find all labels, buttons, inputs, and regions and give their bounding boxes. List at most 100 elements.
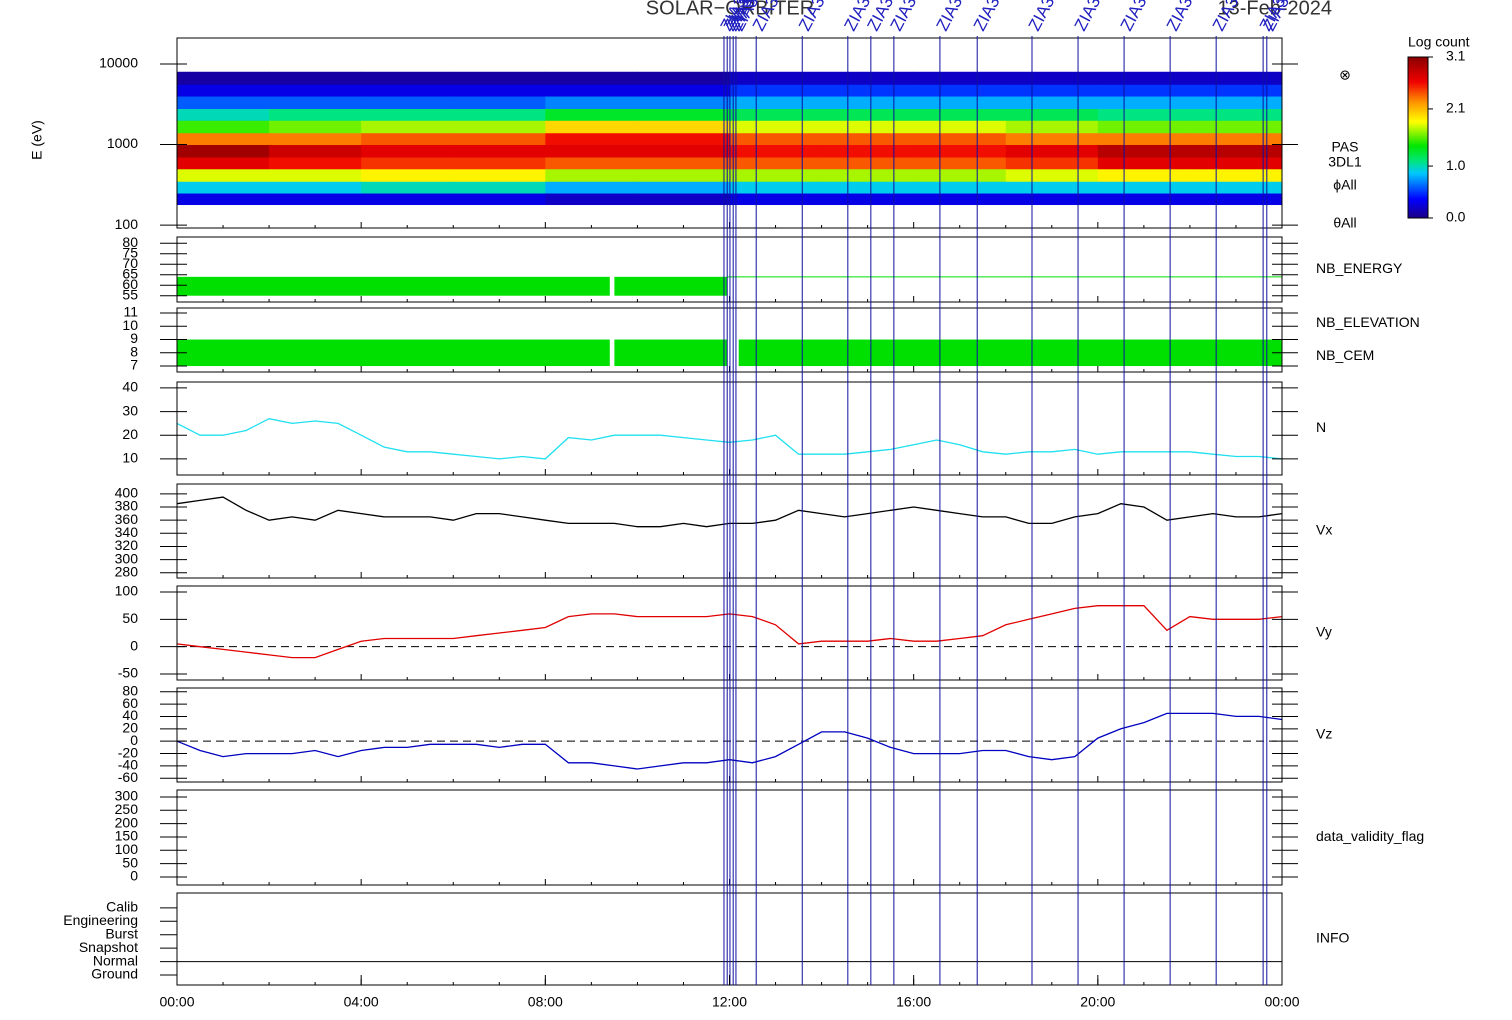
heatmap-cell xyxy=(269,120,362,134)
heatmap-cell xyxy=(177,181,270,194)
state-level-label: Calib xyxy=(106,899,138,915)
colorbar-swatch xyxy=(1408,77,1428,80)
colorbar-swatch xyxy=(1408,181,1428,185)
heatmap-cell xyxy=(545,193,638,206)
y-tick-label: 9 xyxy=(130,330,138,346)
y-tick-label: 1000 xyxy=(107,135,138,151)
heatmap-cell xyxy=(913,120,1007,134)
heatmap-cell xyxy=(729,181,823,194)
heatmap-cell xyxy=(1097,193,1191,206)
heatmap-cell xyxy=(1189,181,1283,194)
colorbar-swatch xyxy=(1408,199,1428,203)
y-tick-label: 280 xyxy=(115,563,139,579)
heatmap-cell xyxy=(177,168,270,182)
colorbar-swatch xyxy=(1408,175,1428,179)
y-tick-label: 340 xyxy=(115,524,139,540)
heatmap-cell xyxy=(1005,144,1099,158)
y-tick-label: 7 xyxy=(130,357,138,373)
colorbar-tick-label: 2.1 xyxy=(1446,100,1466,116)
heatmap-cell xyxy=(729,71,823,85)
panel-label: 3DL1 xyxy=(1328,154,1362,170)
heatmap-cell xyxy=(1189,96,1283,109)
colorbar-frame xyxy=(1407,56,1429,219)
band-segment xyxy=(614,339,728,367)
y-tick-label: 0 xyxy=(130,637,138,653)
colorbar-swatch xyxy=(1408,147,1428,151)
heatmap-cell xyxy=(637,96,730,109)
colorbar-tick-label: 3.1 xyxy=(1446,48,1466,64)
heatmap-cell xyxy=(821,156,915,170)
heatmap-cell xyxy=(361,193,454,206)
heatmap-cell xyxy=(453,181,546,194)
colorbar-swatch xyxy=(1408,89,1428,92)
y-tick-label: 20 xyxy=(122,720,138,736)
colorbar-swatch xyxy=(1408,145,1428,149)
state-level-label: Snapshot xyxy=(79,939,138,955)
heatmap-cell xyxy=(821,84,915,97)
heatmap-cell xyxy=(361,108,454,121)
colorbar-swatch xyxy=(1408,187,1428,191)
colorbar-tick-label: 0.0 xyxy=(1446,209,1466,225)
colorbar-swatch xyxy=(1408,169,1428,173)
heatmap-cell xyxy=(453,168,546,182)
panel-label: NB_ENERGY xyxy=(1316,260,1403,276)
heatmap-cell xyxy=(361,71,454,85)
heatmap-cell xyxy=(361,156,454,170)
panel-label: PAS xyxy=(1332,139,1359,155)
x-tick-label: 16:00 xyxy=(896,994,931,1010)
heatmap-cell xyxy=(1005,84,1099,97)
colorbar-swatch xyxy=(1408,131,1428,134)
y-tick-label: 60 xyxy=(122,695,138,711)
colorbar-swatch xyxy=(1408,203,1428,207)
x-tick-label: 00:00 xyxy=(159,994,194,1010)
heatmap-cell xyxy=(1005,108,1099,121)
y-tick-label: 400 xyxy=(115,485,139,501)
heatmap-cell xyxy=(729,96,823,109)
y-tick-label: 300 xyxy=(115,550,139,566)
y-tick-label: 300 xyxy=(115,788,139,804)
heatmap-cell xyxy=(453,84,546,97)
heatmap-cell xyxy=(1189,108,1283,121)
colorbar-swatch xyxy=(1408,123,1428,126)
y-tick-label: 50 xyxy=(122,610,138,626)
colorbar-swatch xyxy=(1408,79,1428,82)
colorbar-swatch xyxy=(1408,197,1428,201)
heatmap-cell xyxy=(913,193,1007,206)
panel-label: ⊗ xyxy=(1339,67,1351,83)
colorbar-swatch xyxy=(1408,115,1428,118)
y-tick-label: 10 xyxy=(122,317,138,333)
heatmap-cell xyxy=(177,144,270,158)
heatmap-cell xyxy=(637,168,730,182)
heatmap-cell xyxy=(1189,144,1283,158)
heatmap-cell xyxy=(361,168,454,182)
series-label: Vz xyxy=(1316,726,1332,742)
colorbar-swatch xyxy=(1408,101,1428,104)
band-segment xyxy=(738,339,1282,367)
colorbar-swatch xyxy=(1408,159,1428,163)
band-segment xyxy=(177,276,610,296)
heatmap-cell xyxy=(1005,71,1099,85)
series-label: Vx xyxy=(1316,522,1332,538)
colorbar-swatch xyxy=(1408,173,1428,177)
y-tick-label: -60 xyxy=(118,769,138,785)
colorbar-tick-label: 1.0 xyxy=(1446,157,1466,173)
heatmap-cell xyxy=(177,120,270,134)
band-segment xyxy=(614,276,728,296)
heatmap-cell xyxy=(453,120,546,134)
colorbar-swatch xyxy=(1408,129,1428,132)
heatmap-cell xyxy=(637,71,730,85)
colorbar-swatch xyxy=(1408,97,1428,100)
heatmap-cell xyxy=(637,132,730,146)
heatmap-cell xyxy=(1097,96,1191,109)
colorbar-swatch xyxy=(1408,171,1428,175)
colorbar-swatch xyxy=(1408,165,1428,169)
heatmap-cell xyxy=(729,144,823,158)
x-tick-label: 20:00 xyxy=(1080,994,1115,1010)
heatmap-cell xyxy=(637,181,730,194)
heatmap-cell xyxy=(913,181,1007,194)
heatmap-cell xyxy=(269,181,362,194)
y-tick-label: 65 xyxy=(122,265,138,281)
y-tick-label: 70 xyxy=(122,255,138,271)
heatmap-cell xyxy=(1097,71,1191,85)
y-tick-label: 30 xyxy=(122,402,138,418)
